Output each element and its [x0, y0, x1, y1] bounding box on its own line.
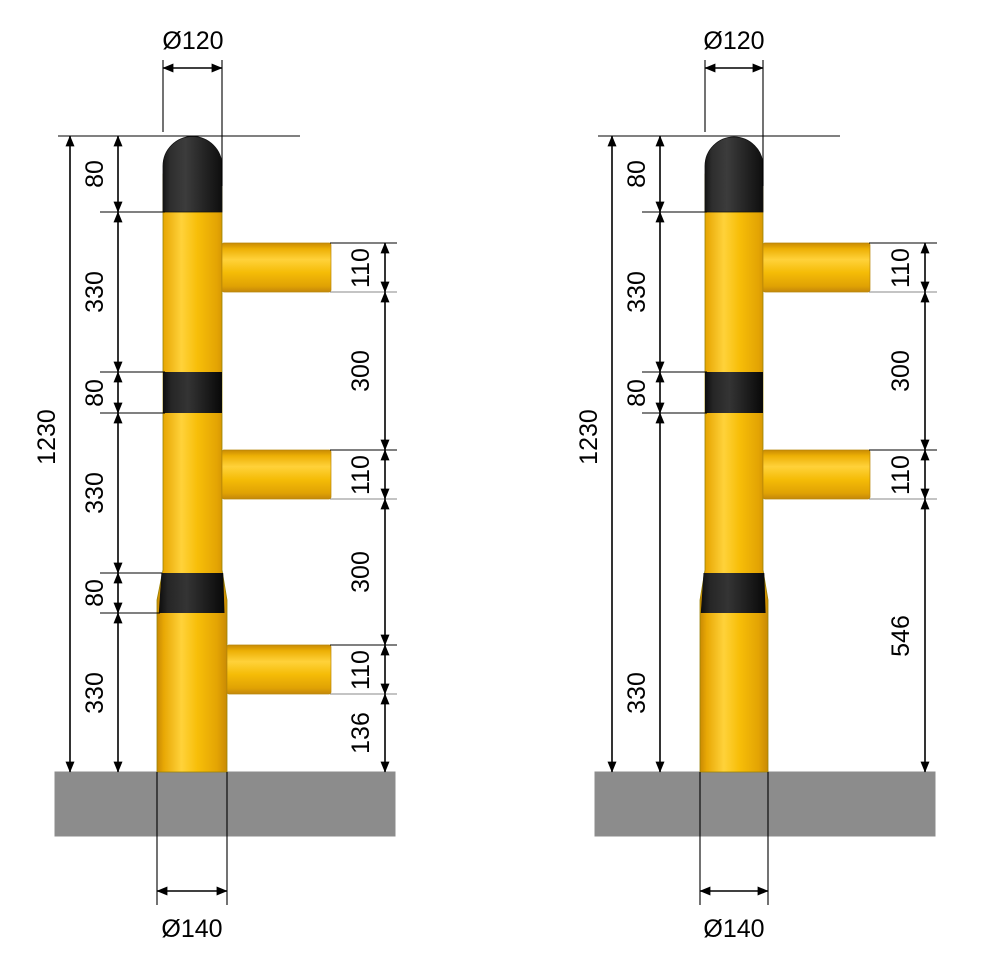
label-right-110a-2: 110	[887, 248, 915, 288]
arm-middle-2	[762, 449, 871, 500]
label-left-80a-2: 80	[623, 160, 651, 188]
label-right-110c: 110	[347, 650, 375, 690]
label-right-110b-2: 110	[887, 455, 915, 495]
view-right-two-arm-bollard: Ø120 Ø140 1230 80 330 80 330 110 300 1	[575, 27, 937, 943]
arm-middle	[221, 449, 332, 500]
label-d140-bottom: Ø140	[161, 915, 222, 943]
label-left-330b: 330	[81, 472, 109, 514]
ground-slab	[54, 771, 396, 837]
post-cap	[162, 136, 223, 213]
label-d140-bottom-2: Ø140	[703, 915, 764, 943]
post-body-2	[699, 173, 769, 773]
label-d120-top-2: Ø120	[703, 27, 764, 55]
label-left-80a: 80	[81, 160, 109, 188]
label-left-80b-2: 80	[623, 379, 651, 407]
post-body	[156, 173, 228, 773]
label-right-300b: 300	[347, 551, 375, 593]
stripe-band-upper	[163, 372, 222, 413]
label-right-546: 546	[887, 615, 915, 657]
ground-slab-2	[594, 771, 936, 837]
arm-top	[221, 242, 332, 293]
stripe-band-lower-2	[700, 573, 766, 613]
label-right-110b: 110	[347, 455, 375, 495]
view-left-three-arm-bollard: Ø120 Ø140 1230 80 330 80 330 80 330	[33, 27, 397, 943]
stripe-band-upper-2	[705, 372, 763, 413]
post-cap-2	[704, 136, 764, 213]
label-left-80c: 80	[81, 579, 109, 607]
label-right-110a: 110	[347, 248, 375, 288]
label-left-330a: 330	[81, 271, 109, 313]
label-overall-1230: 1230	[33, 409, 61, 465]
label-right-300a-2: 300	[887, 350, 915, 392]
label-d120-top: Ø120	[162, 27, 223, 55]
label-left-330b-2: 330	[623, 672, 651, 714]
label-right-300a: 300	[347, 350, 375, 392]
label-left-80b: 80	[81, 379, 109, 407]
label-left-330a-2: 330	[623, 271, 651, 313]
arm-bottom	[226, 644, 332, 695]
label-overall-1230-2: 1230	[575, 409, 603, 465]
label-right-136: 136	[347, 712, 375, 754]
stripe-band-lower	[158, 573, 225, 613]
label-left-330c: 330	[81, 672, 109, 714]
arm-top-2	[762, 242, 871, 293]
